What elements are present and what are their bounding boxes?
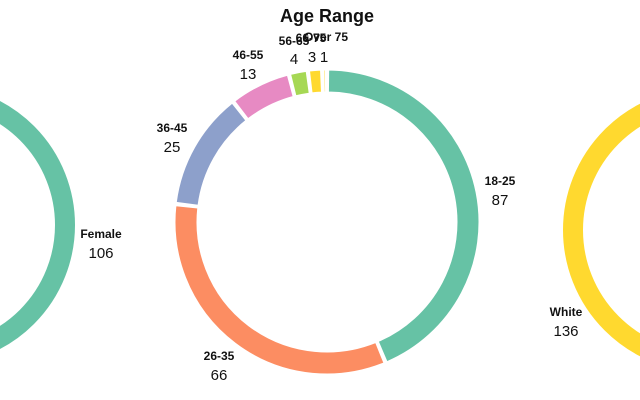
chart-title: Age Range (280, 6, 374, 26)
label-46-55-category: 46-55 (233, 48, 264, 62)
label-18-25-value: 87 (492, 192, 509, 209)
label-white-category: White (550, 305, 583, 319)
label-female-category: Female (80, 227, 122, 241)
label-36-45-value: 25 (164, 139, 181, 156)
label-46-55-value: 13 (240, 66, 257, 83)
slice-66-75 (308, 69, 322, 94)
gender-donut: Female 106 (0, 101, 122, 349)
label-over-75-category: Over 75 (304, 30, 348, 44)
label-56-65-category: 56-65 (279, 34, 310, 48)
ethnicity-donut: White 136 (550, 103, 640, 357)
slice-26-35 (174, 205, 385, 375)
age-range-donut: Age Range 18-25 87 26-35 66 36-45 25 46-… (157, 6, 516, 384)
slice-female (0, 101, 75, 349)
slice-18-25 (327, 69, 480, 363)
slice-white (563, 103, 640, 357)
slice-over-75 (323, 69, 327, 93)
label-18-25-category: 18-25 (485, 174, 516, 188)
slice-56-65 (290, 70, 310, 97)
slice-46-55 (234, 74, 294, 120)
label-female-value: 106 (88, 245, 113, 262)
label-26-35-value: 66 (211, 367, 228, 384)
label-36-45-category: 36-45 (157, 121, 188, 135)
label-56-65-value: 4 (290, 51, 298, 68)
slice-36-45 (175, 102, 247, 206)
age-slices (174, 69, 480, 375)
label-white-value: 136 (553, 323, 578, 340)
label-26-35-category: 26-35 (204, 349, 235, 363)
label-over-75-value: 1 (320, 49, 328, 66)
label-66-75-category: 66-75 (296, 31, 327, 45)
label-66-75-value: 3 (308, 49, 316, 66)
